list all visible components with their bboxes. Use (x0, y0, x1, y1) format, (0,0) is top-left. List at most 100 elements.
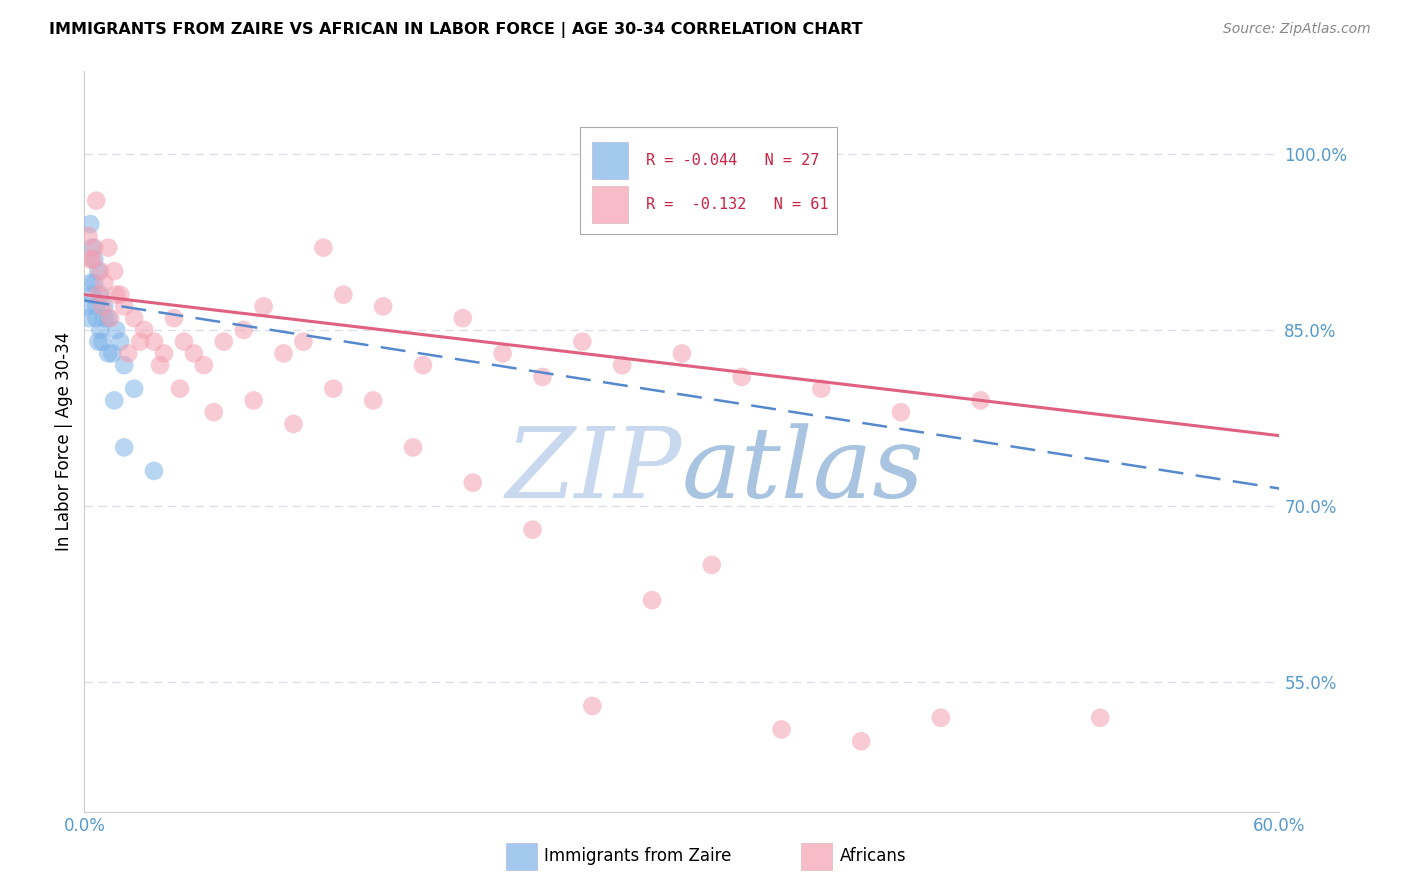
Point (143, 334, 166, 349)
Point (82, 287, 104, 301)
Point (112, 441, 135, 455)
Point (79, 276, 101, 290)
Point (232, 323, 254, 337)
Point (122, 382, 145, 396)
Point (86, 311, 108, 326)
Point (242, 393, 264, 408)
Point (169, 382, 191, 396)
Point (929, 711, 952, 725)
Point (83, 276, 105, 290)
Point (571, 334, 593, 349)
Point (93, 276, 115, 290)
Point (93, 299, 115, 313)
Point (810, 382, 832, 396)
Point (522, 523, 544, 537)
Point (89, 264, 111, 278)
Point (82, 252, 104, 267)
Point (87, 334, 110, 349)
Point (103, 264, 125, 278)
Point (97, 346, 120, 360)
Point (641, 593, 664, 607)
Point (970, 393, 993, 408)
Point (105, 287, 128, 301)
Point (173, 334, 195, 349)
Point (97, 311, 120, 326)
Point (83, 241, 105, 255)
Point (89, 287, 111, 301)
Point (103, 393, 125, 408)
Point (451, 311, 474, 326)
Point (89, 323, 111, 337)
Point (1090, 711, 1112, 725)
Point (105, 323, 128, 337)
Point (110, 334, 132, 349)
Point (770, 723, 793, 737)
Point (461, 475, 484, 490)
Point (312, 241, 335, 255)
Text: R =  -0.132   N = 61: R = -0.132 N = 61 (647, 197, 828, 212)
Point (129, 334, 152, 349)
Point (531, 370, 554, 384)
Point (149, 358, 172, 372)
Point (292, 334, 315, 349)
Point (253, 299, 276, 313)
Point (91, 299, 114, 313)
Point (97, 241, 120, 255)
Point (731, 370, 754, 384)
Point (402, 441, 425, 455)
Point (117, 346, 139, 360)
Point (153, 346, 176, 360)
FancyBboxPatch shape (581, 127, 838, 235)
Point (283, 417, 305, 431)
Point (79, 252, 101, 267)
Point (87, 264, 110, 278)
Point (492, 346, 515, 360)
Point (700, 558, 723, 572)
Point (612, 358, 634, 372)
Point (851, 734, 873, 748)
Text: Source: ZipAtlas.com: Source: ZipAtlas.com (1223, 22, 1371, 37)
Point (112, 358, 135, 372)
Point (143, 464, 166, 478)
Point (163, 311, 186, 326)
Text: Immigrants from Zaire: Immigrants from Zaire (544, 847, 731, 865)
Point (273, 346, 295, 360)
Point (91, 334, 114, 349)
Point (890, 405, 912, 419)
Point (82, 241, 104, 255)
Point (212, 334, 235, 349)
Point (83, 252, 105, 267)
Point (202, 405, 225, 419)
Point (79, 217, 101, 231)
Point (132, 323, 156, 337)
Text: R = -0.044   N = 27: R = -0.044 N = 27 (647, 153, 820, 168)
Point (671, 346, 693, 360)
Point (322, 382, 344, 396)
Text: ZIP: ZIP (506, 424, 682, 519)
Point (87, 287, 110, 301)
Point (77, 311, 100, 326)
Point (86, 299, 108, 313)
Point (112, 299, 135, 313)
Point (93, 311, 115, 326)
Text: IMMIGRANTS FROM ZAIRE VS AFRICAN IN LABOR FORCE | AGE 30-34 CORRELATION CHART: IMMIGRANTS FROM ZAIRE VS AFRICAN IN LABO… (49, 22, 863, 38)
Point (361, 393, 384, 408)
Point (122, 311, 145, 326)
Point (98, 311, 121, 326)
Point (581, 698, 603, 713)
Point (77, 228, 100, 243)
Point (86, 194, 108, 208)
Point (332, 287, 354, 301)
Text: atlas: atlas (682, 424, 925, 519)
Point (101, 346, 124, 360)
Bar (592, 142, 628, 178)
Point (193, 358, 215, 372)
Y-axis label: In Labor Force | Age 30-34: In Labor Force | Age 30-34 (55, 332, 73, 551)
Point (110, 287, 132, 301)
Point (412, 358, 434, 372)
Point (75, 299, 97, 313)
Point (183, 346, 205, 360)
Text: Africans: Africans (839, 847, 905, 865)
Bar (592, 186, 628, 223)
Point (373, 299, 395, 313)
